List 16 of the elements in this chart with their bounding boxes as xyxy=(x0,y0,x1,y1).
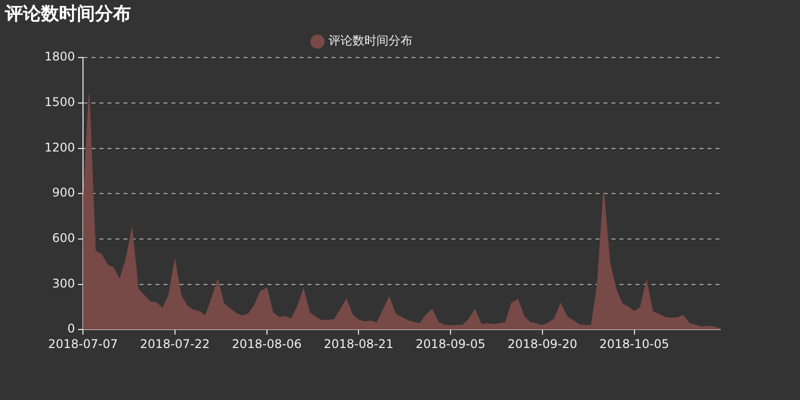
chart-title: 评论数时间分布 xyxy=(4,3,131,24)
y-tick-label: 1800 xyxy=(44,50,75,64)
legend-label: 评论数时间分布 xyxy=(328,34,412,48)
y-tick-label: 300 xyxy=(52,276,75,290)
y-tick-label: 1500 xyxy=(44,95,75,110)
x-tick-label: 2018-07-07 xyxy=(48,336,118,351)
x-tick-label: 2018-09-05 xyxy=(416,336,486,351)
x-tick-label: 2018-08-06 xyxy=(232,336,302,351)
x-tick-label: 2018-07-22 xyxy=(140,336,210,351)
y-tick-label: 1200 xyxy=(44,140,75,154)
y-tick-label: 600 xyxy=(52,231,75,246)
x-tick-label: 2018-09-20 xyxy=(508,336,578,351)
y-tick-label: 900 xyxy=(52,186,75,200)
x-tick-label: 2018-08-21 xyxy=(324,336,394,351)
x-tick-label: 2018-10-05 xyxy=(599,336,670,351)
y-tick-label: 0 xyxy=(67,322,75,336)
